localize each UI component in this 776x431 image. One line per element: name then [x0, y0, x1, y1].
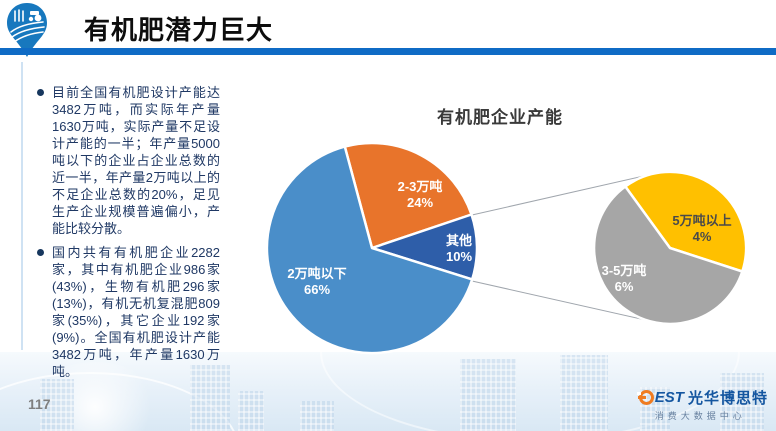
slice-label-under-2wan: 2万吨以下 66%: [255, 266, 379, 299]
header: 有机肥潜力巨大: [0, 0, 776, 58]
slice-label-text: 5万吨以上: [672, 213, 732, 228]
building-silhouette: [40, 379, 74, 431]
pie-slice-5万吨以上: [624, 170, 748, 273]
chart-title: 有机肥企业产能: [437, 108, 563, 127]
building-silhouette: [300, 401, 334, 431]
bullet-icon: [37, 249, 44, 257]
page-number: 117: [28, 396, 51, 412]
slice-label-3-5wan: 3-5万吨 6%: [572, 263, 676, 296]
slice-label-2-3wan: 2-3万吨 24%: [368, 179, 472, 212]
list-item: 国内共有有机肥企业2282家，其中有机肥企业986家(43%)，生物有机肥296…: [36, 244, 220, 380]
pie-slice-3-5万吨: [592, 185, 744, 326]
slice-label-pct: 10%: [445, 249, 473, 265]
header-divider: [0, 48, 776, 55]
slice-label-pct: 4%: [692, 229, 712, 245]
slice-label-pct: 24%: [406, 195, 434, 211]
brand-name: 光华博思特: [687, 390, 768, 407]
slice-label-other: 其他 10%: [428, 233, 490, 266]
series-connector-line: [471, 280, 651, 322]
series-connector-line: [471, 174, 649, 216]
left-accent-line: [21, 62, 23, 350]
list-item: 目前全国有机肥设计产能达3482万吨，而实际年产量1630万吨，实际产量不足设计…: [36, 84, 220, 237]
building-silhouette: [238, 391, 264, 431]
slice-label-pct: 6%: [614, 279, 634, 295]
agriculture-pin-logo-icon: [7, 3, 47, 57]
pie-slice-2万吨以下: [265, 145, 474, 355]
slice-label-text: 2万吨以下: [287, 266, 347, 281]
bullet-list: 目前全国有机肥设计产能达3482万吨，而实际年产量1630万吨，实际产量不足设计…: [36, 84, 220, 387]
building-silhouette: [720, 373, 764, 431]
brand-subtitle: 消费大数据中心: [654, 411, 746, 421]
pie-slice-其他: [370, 213, 479, 281]
slice-label-text: 其他: [445, 233, 472, 248]
bullet-text: 国内共有有机肥企业2282家，其中有机肥企业986家(43%)，生物有机肥296…: [52, 245, 220, 380]
building-silhouette: [460, 359, 516, 431]
building-silhouette: [190, 365, 230, 431]
slice-label-text: 3-5万吨: [601, 263, 647, 278]
slice-label-over-5wan: 5万吨以上 4%: [649, 213, 755, 246]
page-title: 有机肥潜力巨大: [84, 15, 274, 45]
bullet-text: 目前全国有机肥设计产能达3482万吨，而实际年产量1630万吨，实际产量不足设计…: [52, 85, 220, 237]
brand-row: EST 光华博思特: [636, 387, 768, 408]
brand-footer-logo: EST 光华博思特 消费大数据中心: [636, 387, 768, 422]
bullet-icon: [37, 89, 44, 96]
building-silhouette: [560, 355, 608, 431]
slice-label-text: 2-3万吨: [397, 179, 443, 194]
slice-label-pct: 66%: [303, 282, 331, 298]
brand-est-text: EST: [654, 389, 684, 406]
pie-slice-2-3万吨: [343, 141, 473, 250]
best-b-mark-icon: [636, 390, 654, 405]
